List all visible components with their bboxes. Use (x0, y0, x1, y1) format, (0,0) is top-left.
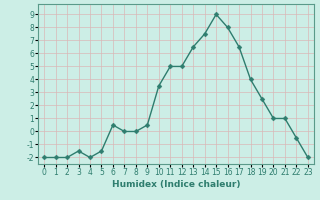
X-axis label: Humidex (Indice chaleur): Humidex (Indice chaleur) (112, 180, 240, 189)
